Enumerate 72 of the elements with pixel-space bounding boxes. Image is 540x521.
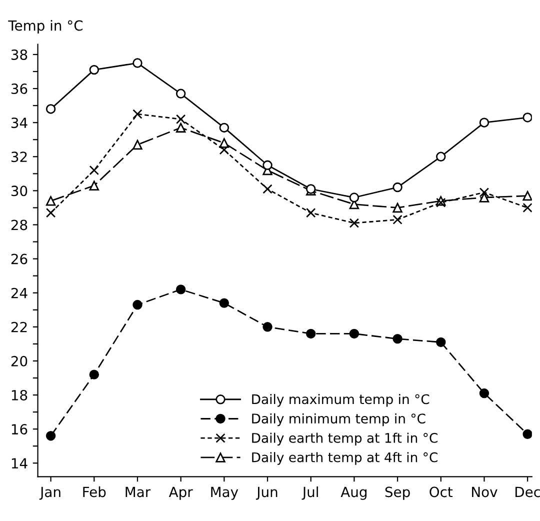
y-tick-label: 16 bbox=[12, 424, 28, 435]
point bbox=[176, 88, 186, 99]
point bbox=[219, 144, 230, 155]
point bbox=[522, 112, 532, 122]
point bbox=[436, 337, 446, 348]
point bbox=[479, 388, 490, 398]
point bbox=[392, 202, 402, 213]
x-tick-label: Mar bbox=[126, 486, 151, 498]
legend-label: Daily earth temp at 4ft in °C bbox=[252, 452, 438, 465]
y-tick-label: 28 bbox=[11, 220, 28, 230]
y-tick-label: 30 bbox=[11, 186, 28, 196]
point bbox=[349, 328, 360, 339]
point bbox=[132, 58, 142, 68]
point bbox=[479, 188, 490, 198]
point bbox=[219, 138, 230, 148]
point bbox=[219, 122, 230, 133]
point bbox=[349, 192, 360, 202]
y-tick-label: 36 bbox=[11, 84, 28, 94]
x-tick-label: Jul bbox=[302, 486, 318, 500]
point bbox=[89, 165, 100, 176]
point bbox=[46, 208, 56, 218]
point bbox=[132, 300, 142, 310]
y-tick-label: 24 bbox=[11, 288, 28, 298]
point bbox=[262, 322, 272, 332]
point bbox=[392, 182, 402, 192]
point bbox=[46, 430, 56, 441]
point bbox=[132, 140, 142, 150]
point bbox=[522, 202, 532, 213]
x-tick-label: Sep bbox=[385, 486, 410, 500]
x-tick-label: Jun bbox=[256, 486, 278, 500]
point bbox=[306, 208, 316, 218]
point bbox=[479, 192, 490, 202]
point bbox=[522, 429, 532, 440]
point bbox=[89, 64, 100, 75]
x-tick-label: Feb bbox=[83, 486, 106, 498]
point bbox=[132, 109, 142, 119]
point bbox=[436, 152, 446, 162]
y-tick-label: 38 bbox=[11, 49, 28, 60]
point bbox=[46, 104, 56, 114]
point bbox=[262, 160, 272, 170]
point bbox=[392, 334, 402, 344]
point bbox=[176, 114, 186, 124]
point bbox=[479, 118, 490, 128]
point bbox=[89, 370, 100, 380]
y-tick-label: 14 bbox=[12, 458, 28, 468]
point bbox=[349, 218, 360, 228]
point bbox=[392, 214, 402, 224]
y-tick-label: 32 bbox=[11, 152, 27, 162]
point bbox=[176, 122, 186, 133]
point bbox=[46, 196, 56, 206]
legend-label: Daily maximum temp in °C bbox=[252, 394, 430, 407]
y-tick-label: 20 bbox=[11, 356, 28, 366]
x-tick-label: Dec bbox=[515, 486, 540, 498]
x-tick-label: Aug bbox=[340, 486, 366, 500]
y-tick-label: 22 bbox=[11, 322, 27, 332]
point bbox=[306, 328, 316, 339]
point bbox=[89, 180, 100, 190]
point bbox=[522, 190, 532, 201]
y-tick-label: 18 bbox=[12, 390, 28, 400]
x-tick-label: Apr bbox=[168, 486, 193, 500]
x-tick-label: May bbox=[211, 486, 238, 500]
point bbox=[219, 298, 230, 308]
y-tick-label: 26 bbox=[11, 254, 28, 264]
x-tick-label: Nov bbox=[472, 486, 498, 498]
point bbox=[176, 284, 186, 294]
x-tick-label: Jan bbox=[39, 486, 60, 500]
x-tick-label: Oct bbox=[430, 486, 453, 498]
legend-label: Daily minimum temp in °C bbox=[252, 413, 426, 426]
point bbox=[262, 184, 272, 194]
legend-label: Daily earth temp at 1ft in °C bbox=[252, 432, 438, 446]
y-axis-title: Temp in °C bbox=[8, 20, 83, 34]
y-tick-label: 34 bbox=[11, 118, 28, 128]
